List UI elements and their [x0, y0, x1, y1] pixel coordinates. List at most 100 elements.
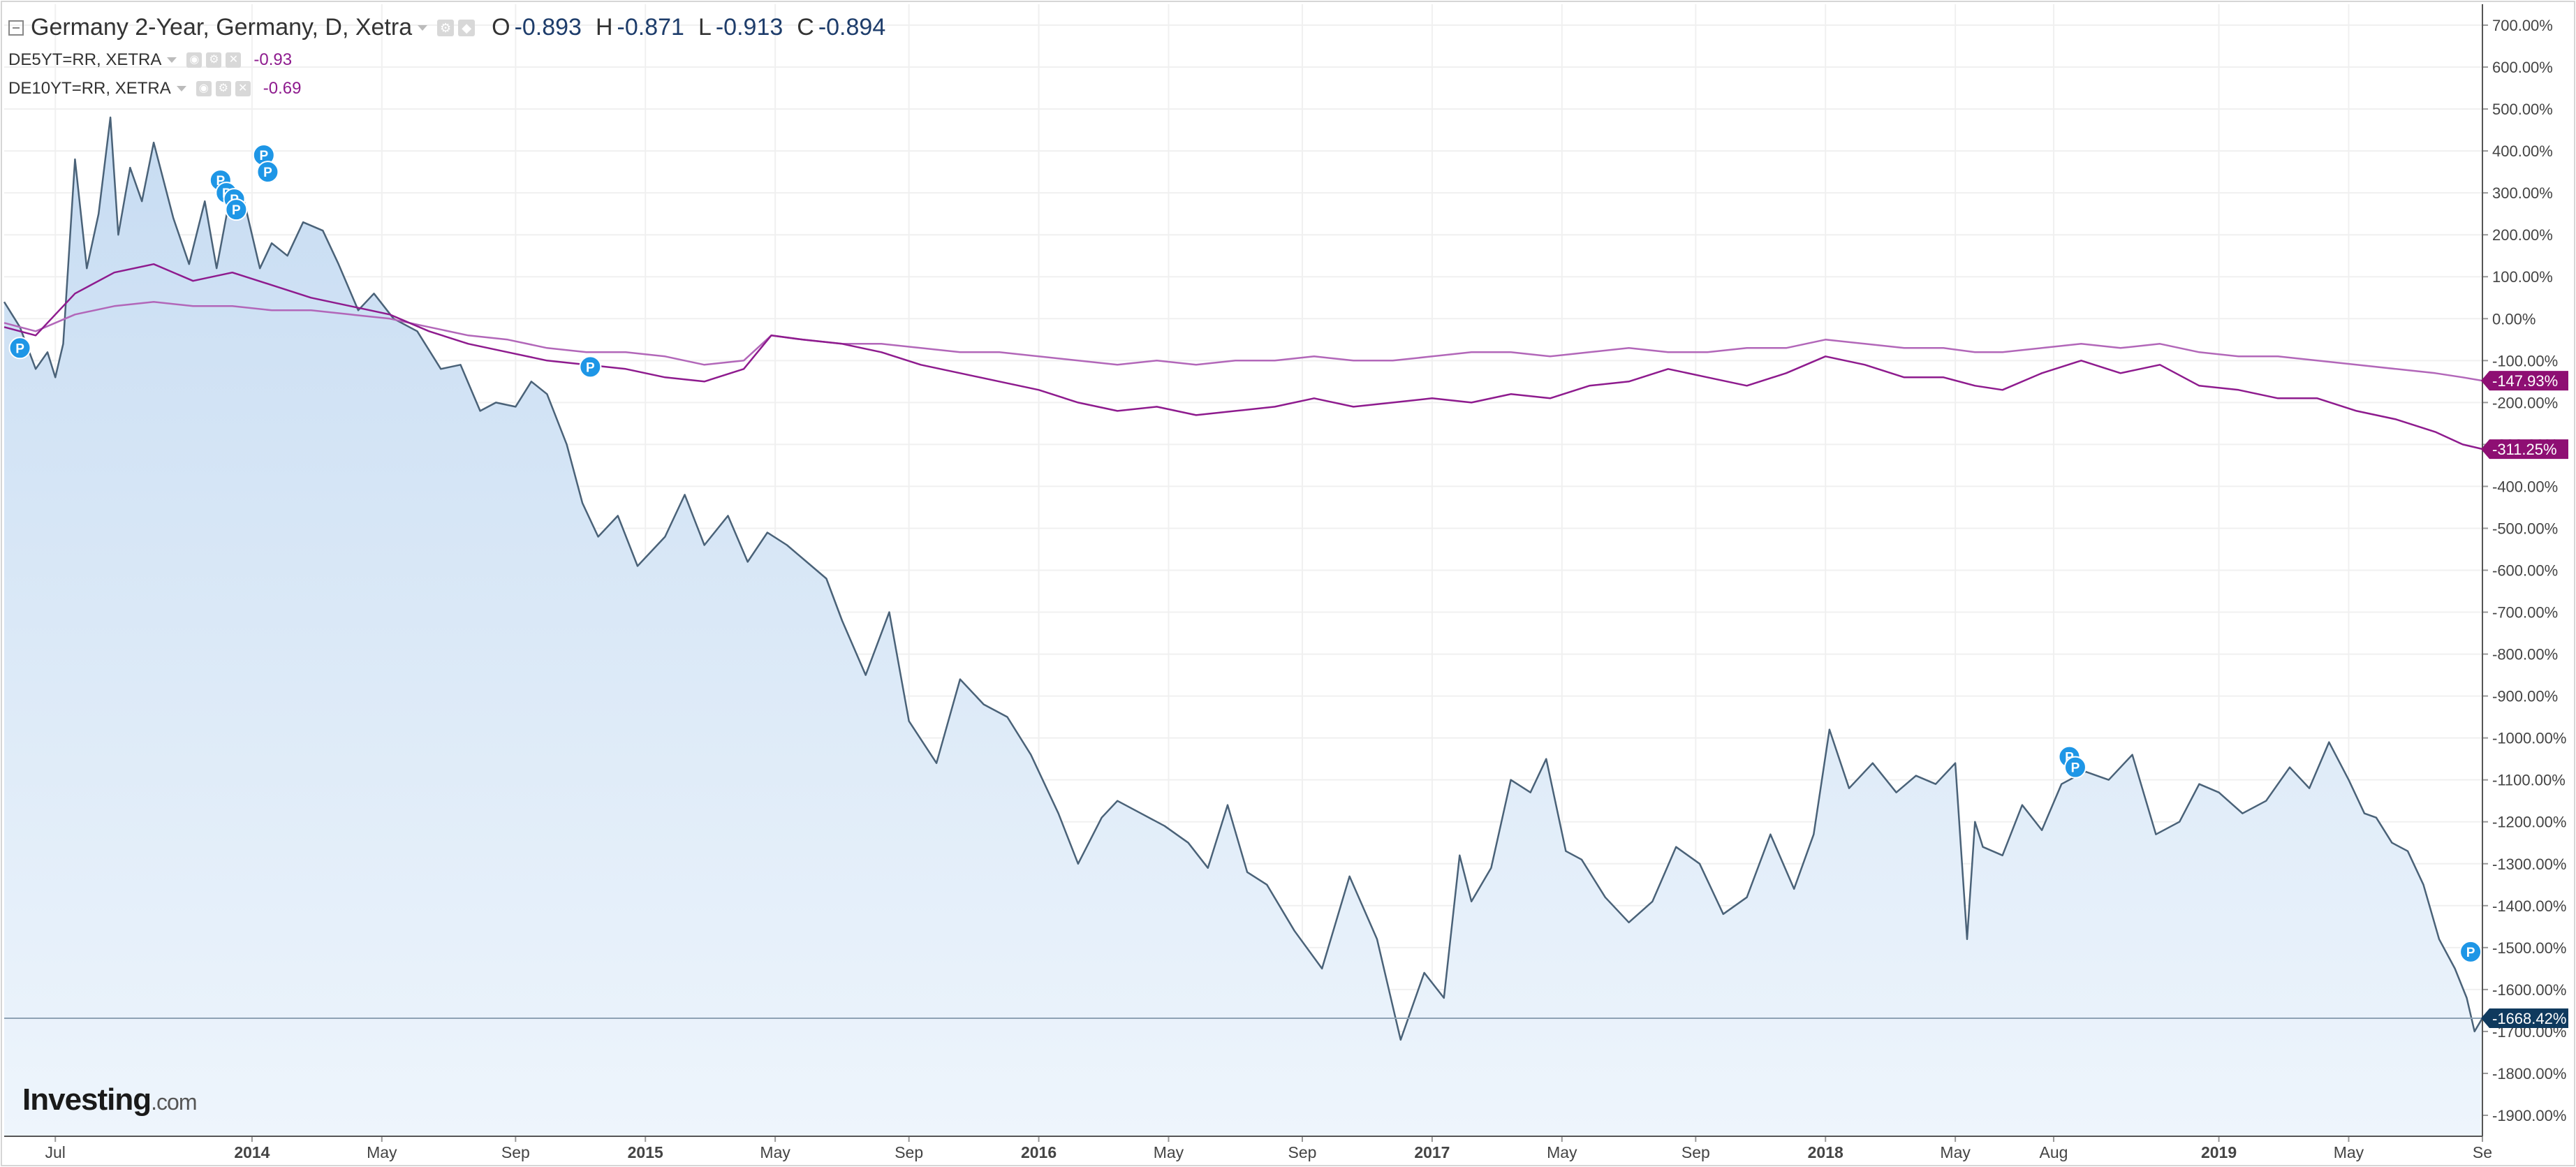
x-tick-label: May [367, 1143, 397, 1161]
x-tick-label: Aug [2039, 1143, 2068, 1161]
x-tick-label: 2019 [2201, 1143, 2237, 1161]
event-marker-label: P [2071, 761, 2080, 776]
y-tick-label: -800.00% [2492, 646, 2558, 663]
y-tick-label: 0.00% [2492, 310, 2535, 328]
x-tick-label: May [1547, 1143, 1577, 1161]
de10y-series-line [3, 263, 2483, 450]
settings-icon[interactable]: ⚙ [215, 81, 231, 96]
y-tick-label: -200.00% [2492, 394, 2558, 411]
x-tick-label: May [2334, 1143, 2364, 1161]
price-badges: -1668.42% -147.93% -311.25% [2481, 371, 2568, 1028]
main-series-area [4, 117, 2482, 1137]
y-tick-label: -900.00% [2492, 688, 2558, 705]
collapse-legend-icon[interactable] [8, 20, 24, 36]
de5y-legend-label: DE5YT=RR, XETRA [8, 50, 162, 69]
y-tick-label: -1400.00% [2492, 897, 2566, 915]
x-tick-label: Sep [1288, 1143, 1317, 1161]
event-marker-dot [579, 355, 602, 379]
close-icon[interactable]: ✕ [226, 52, 242, 68]
event-marker[interactable]: P [8, 337, 31, 360]
event-marker-dot [2459, 940, 2482, 963]
main-series-fill [4, 117, 2482, 1137]
de5y-legend-value: -0.93 [253, 50, 293, 69]
event-marker-label: P [232, 203, 241, 218]
event-marker-label: P [2466, 946, 2475, 960]
event-marker-label: P [259, 149, 268, 163]
logo-name: Investing [22, 1082, 152, 1117]
visibility-icon[interactable]: ◉ [196, 81, 212, 96]
main-legend: Germany 2-Year, Germany, D, Xetra ⚙ ◆ O-… [8, 14, 899, 41]
y-tick-label: -1200.00% [2492, 814, 2566, 831]
y-tick-label: -1900.00% [2492, 1107, 2566, 1124]
y-tick-label: 400.00% [2492, 142, 2553, 160]
price-badge: -311.25% [2481, 439, 2568, 460]
y-tick-label: -600.00% [2492, 562, 2558, 580]
event-marker[interactable]: P [2459, 940, 2482, 963]
price-badge: -1668.42% [2481, 1008, 2568, 1028]
de5y-series-line [3, 301, 2483, 382]
event-marker[interactable]: P [252, 144, 275, 167]
x-tick-label: 2018 [1808, 1143, 1843, 1161]
main-series-title: Germany 2-Year, Germany, D, Xetra [31, 14, 413, 41]
y-tick-label: 200.00% [2492, 226, 2553, 244]
event-marker[interactable]: P [579, 355, 602, 379]
high-label: H [595, 14, 613, 41]
settings-icon[interactable]: ⚙ [437, 19, 455, 36]
chevron-down-icon[interactable] [418, 24, 428, 31]
visibility-icon[interactable]: ◉ [186, 52, 203, 68]
close-label: C [797, 14, 814, 41]
de10y-legend-value: -0.69 [263, 79, 302, 98]
event-marker-dot [2063, 756, 2086, 779]
price-badge: -147.93% [2481, 371, 2568, 391]
y-tick-label: 700.00% [2492, 17, 2553, 34]
event-marker[interactable]: P [225, 198, 248, 221]
price-badge-bg [2481, 439, 2568, 460]
y-tick-label: -1100.00% [2492, 772, 2566, 789]
price-badge-label: -147.93% [2492, 372, 2558, 390]
de10y-legend: DE10YT=RR, XETRA ◉ ⚙ ✕ -0.69 [8, 79, 301, 98]
y-tick-label: -400.00% [2492, 478, 2558, 495]
x-tick-label: Se [2473, 1143, 2492, 1161]
x-tick-label: 2016 [1021, 1143, 1057, 1161]
y-tick-label: 500.00% [2492, 101, 2553, 118]
settings-icon[interactable]: ⚙ [206, 52, 222, 68]
x-tick-label: May [1940, 1143, 1971, 1161]
chevron-down-icon[interactable] [176, 86, 186, 91]
price-badge-bg [2481, 1008, 2568, 1028]
y-tick-label: -500.00% [2492, 520, 2558, 537]
y-tick-label: -1800.00% [2492, 1065, 2566, 1082]
y-tick-label: -1500.00% [2492, 939, 2566, 957]
investing-logo: Investing.com [22, 1082, 198, 1117]
x-tick-label: Jul [45, 1143, 66, 1161]
open-label: O [492, 14, 510, 41]
y-tick-label: -1000.00% [2492, 730, 2566, 747]
event-marker-dot [256, 161, 279, 184]
low-label: L [698, 14, 712, 41]
event-marker-dot [225, 198, 248, 221]
event-marker[interactable]: P [256, 161, 279, 184]
chevron-down-icon[interactable] [167, 57, 177, 63]
source-icon[interactable]: ◆ [458, 19, 476, 36]
high-value: -0.871 [617, 14, 684, 41]
close-value: -0.894 [818, 14, 886, 41]
y-tick-label: 100.00% [2492, 268, 2553, 286]
low-value: -0.913 [715, 14, 783, 41]
x-tick-label: May [1154, 1143, 1184, 1161]
de5y-legend: DE5YT=RR, XETRA ◉ ⚙ ✕ -0.93 [8, 50, 292, 70]
price-badge-label: -1668.42% [2492, 1010, 2566, 1027]
x-tick-label: 2014 [234, 1143, 270, 1161]
close-icon[interactable]: ✕ [235, 81, 251, 96]
open-value: -0.893 [514, 14, 582, 41]
x-tick-label: Sep [895, 1143, 923, 1161]
y-tick-label: -100.00% [2492, 352, 2558, 369]
event-marker-label: P [586, 360, 595, 375]
y-tick-label: -1600.00% [2492, 981, 2566, 999]
price-badge-bg [2481, 371, 2568, 391]
event-marker[interactable]: P [2063, 756, 2086, 779]
event-marker-label: P [263, 166, 272, 180]
x-tick-label: Sep [1681, 1143, 1710, 1161]
